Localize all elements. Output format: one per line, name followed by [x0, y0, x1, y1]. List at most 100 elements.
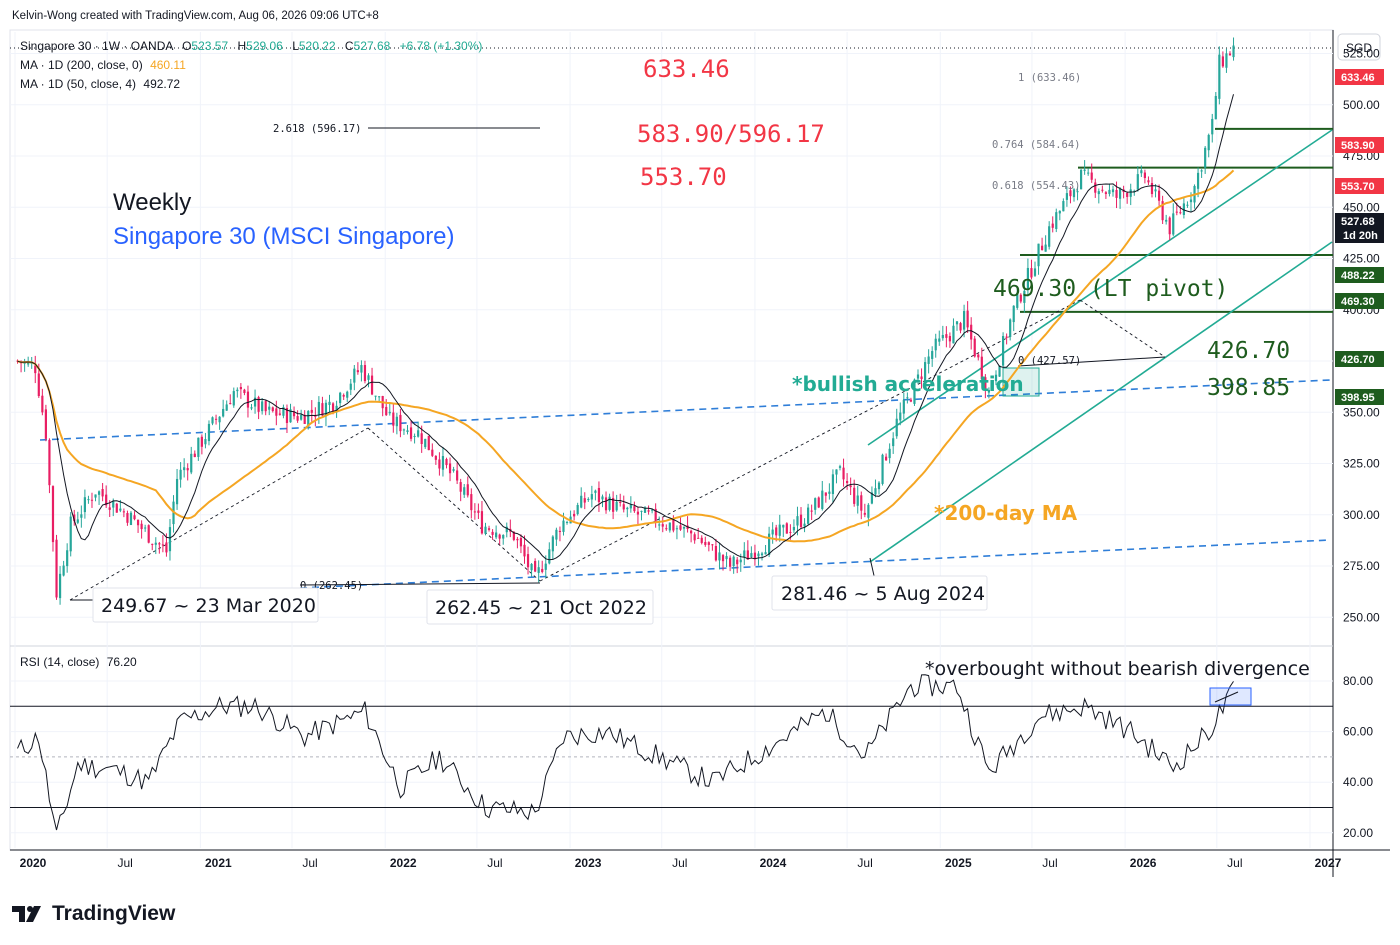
candle-body: [580, 495, 583, 508]
tradingview-logo[interactable]: TradingView: [12, 902, 175, 926]
candle-body: [456, 470, 459, 481]
candle-body: [941, 334, 944, 339]
pill-633: 633.46: [1341, 72, 1375, 84]
pill-553: 553.70: [1341, 181, 1375, 193]
candle-body: [1118, 188, 1122, 199]
candle-body: [452, 469, 455, 471]
candle-body: [1218, 54, 1221, 99]
candle-body: [693, 534, 696, 541]
time-tick-label: Jul: [1227, 856, 1242, 870]
pill-488-bg: [1335, 267, 1384, 283]
candle-body: [246, 391, 250, 408]
fib-0618-label: 0.618 (554.43): [992, 180, 1081, 192]
rsi-note: *overbought without bearish divergence: [925, 658, 1310, 680]
candle-body: [140, 523, 143, 530]
candle-body: [551, 536, 554, 552]
candle-body: [1016, 292, 1019, 308]
candle-body: [385, 406, 388, 416]
candle-body: [413, 436, 416, 438]
candle-body: [278, 413, 281, 415]
price-pills: 633.46 583.90 553.70 527.68 1d 20h 488.2…: [1335, 69, 1384, 405]
candle-body: [44, 409, 47, 439]
candle-body: [789, 531, 792, 533]
candle-body: [282, 407, 285, 416]
candle-body: [1179, 212, 1182, 214]
legend-h-val: 529.06: [246, 39, 283, 53]
candle-body: [214, 418, 218, 420]
candle-body: [1019, 294, 1022, 302]
bullish-acceleration-box: [1002, 367, 1040, 397]
candle-body: [1186, 204, 1189, 206]
candle-body: [629, 504, 632, 509]
fib-swing-line-3: [539, 299, 1081, 582]
currency-button[interactable]: [1337, 33, 1381, 61]
candle-body: [1001, 336, 1005, 366]
candle-body: [998, 365, 1001, 377]
candle-body: [1228, 53, 1232, 56]
candle-body: [37, 373, 40, 397]
price-tick-label: 425.00: [1343, 252, 1380, 266]
candle-body: [296, 416, 299, 421]
candle-body: [619, 501, 622, 503]
moving-averages: [17, 94, 1235, 561]
legend-l-label: L: [292, 39, 299, 53]
candle-body: [1083, 169, 1086, 171]
rsi-legend: RSI (14, close) 76.20: [20, 655, 137, 669]
bullish-acceleration-note: *bullish acceleration: [792, 372, 1024, 396]
candle-body: [1094, 182, 1097, 193]
candle-body: [236, 389, 239, 392]
candle-body: [934, 338, 937, 351]
legend-c-label: C: [345, 39, 354, 53]
time-tick-label: 2023: [575, 856, 602, 870]
candle-body: [1030, 268, 1033, 278]
candle-body: [1009, 319, 1012, 337]
candle-body: [803, 523, 806, 527]
candle-body: [870, 492, 874, 504]
candle-body: [335, 405, 338, 413]
price-axis[interactable]: 250.00275.00300.00325.00350.00375.00400.…: [1343, 47, 1380, 625]
low-callout-2020-text: 249.67 ~ 23 Mar 2020: [101, 595, 316, 617]
candle-body: [842, 467, 845, 480]
candle-body: [314, 415, 317, 417]
candle-body: [785, 523, 788, 534]
candle-body: [651, 509, 654, 511]
candle-body: [243, 389, 246, 393]
candle-body: [955, 321, 959, 325]
candle-body: [622, 504, 625, 510]
rsi-axis: 20.00 40.00 60.00 80.00: [1343, 674, 1373, 840]
currency-label: SGD: [1346, 41, 1372, 55]
candle-body: [1111, 189, 1115, 193]
candle-body: [810, 510, 813, 512]
candle-body: [402, 429, 406, 431]
candle-body: [807, 507, 810, 524]
candle-body: [604, 497, 608, 511]
candle-body: [1101, 189, 1104, 191]
pill-398-bg: [1335, 389, 1384, 405]
candle-body: [658, 524, 661, 526]
candle-body: [218, 416, 221, 423]
candle-body: [168, 527, 172, 552]
candle-body: [225, 404, 228, 411]
candle-body: [1079, 169, 1083, 190]
candle-body: [1048, 226, 1051, 247]
candle-body: [1225, 53, 1228, 68]
candle-body: [612, 497, 615, 512]
price-tick-label: 350.00: [1343, 405, 1380, 419]
candle-body: [782, 524, 785, 528]
candle-body: [768, 533, 771, 555]
time-axis[interactable]: 2020 Jul 2021 Jul 2022 Jul 2023 Jul 2024 Jul 2025 J…: [20, 856, 1342, 870]
candle-body: [700, 537, 703, 543]
candle-body: [505, 526, 508, 533]
candle-body: [1051, 223, 1054, 228]
candle-body: [232, 391, 235, 406]
candle-body: [1150, 182, 1154, 195]
candle-body: [994, 374, 998, 382]
candle-body: [874, 488, 877, 495]
candle-body: [736, 559, 739, 565]
candle-body: [980, 356, 983, 380]
candle-body: [417, 430, 420, 437]
candle-body: [1143, 172, 1146, 179]
candle-body: [938, 338, 941, 342]
candle-body: [721, 555, 725, 562]
